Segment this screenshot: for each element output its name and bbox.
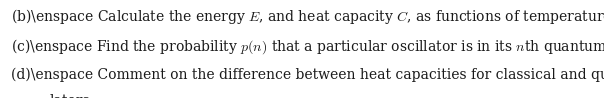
- Text: (c)\enspace Find the probability $p(n)$ that a particular oscillator is in its $: (c)\enspace Find the probability $p(n)$ …: [11, 37, 604, 56]
- Text: (b)\enspace Calculate the energy $E$, and heat capacity $C$, as functions of tem: (b)\enspace Calculate the energy $E$, an…: [11, 7, 604, 26]
- Text: lators.: lators.: [50, 94, 94, 98]
- Text: (d)\enspace Comment on the difference between heat capacities for classical and : (d)\enspace Comment on the difference be…: [11, 68, 604, 82]
